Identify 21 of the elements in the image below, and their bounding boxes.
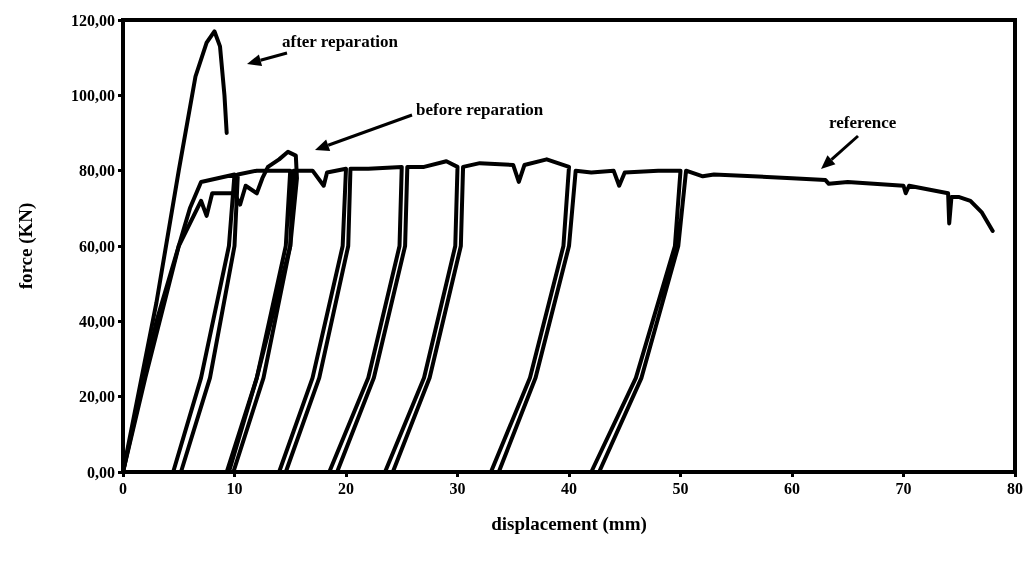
- y-tick-label: 60,00: [79, 237, 115, 255]
- y-axis-title: force (KN): [15, 202, 37, 290]
- x-tick-label: 20: [338, 479, 354, 497]
- x-tick-label: 10: [226, 479, 243, 497]
- x-tick-label: 0: [119, 479, 127, 497]
- y-tick-label: 120,00: [71, 11, 115, 29]
- annotation: after reparation: [282, 32, 398, 52]
- annotation: before reparation: [416, 100, 544, 120]
- x-tick-label: 60: [784, 479, 800, 497]
- x-tick-label: 80: [1007, 479, 1023, 497]
- y-tick-label: 20,00: [79, 388, 115, 406]
- x-tick-label: 30: [449, 479, 466, 497]
- annotation: reference: [829, 113, 897, 133]
- x-axis-title: displacement (mm): [491, 513, 647, 535]
- x-tick-label: 70: [895, 479, 912, 497]
- y-tick-label: 40,00: [79, 312, 115, 330]
- x-tick-label: 50: [672, 479, 689, 497]
- x-tick-label: 40: [561, 479, 577, 497]
- y-tick-label: 0,00: [87, 463, 115, 481]
- y-tick-label: 80,00: [79, 162, 115, 180]
- y-tick-label: 100,00: [71, 86, 115, 104]
